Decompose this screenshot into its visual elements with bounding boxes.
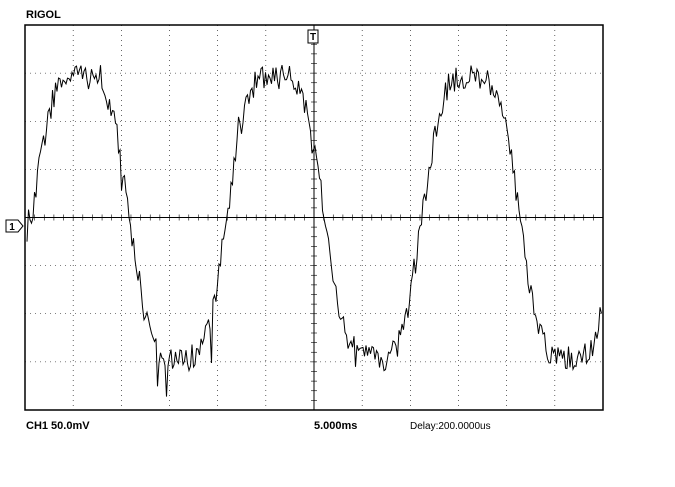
trigger-label: T (310, 32, 316, 43)
channel-marker: 1 (5, 219, 24, 233)
channel-label: 1 (9, 222, 15, 233)
delay: Delay:200.0000us (410, 421, 491, 432)
trigger-box (307, 29, 319, 44)
timebase: 5.000ms (314, 420, 357, 432)
channel-scale: CH1 50.0mV (26, 420, 90, 432)
waveform-trace (26, 64, 602, 397)
channel-arrow (5, 219, 24, 233)
grid (24, 24, 604, 411)
brand: RIGOL (26, 9, 61, 21)
trigger-marker: T (307, 29, 319, 44)
screen-border (24, 24, 604, 411)
